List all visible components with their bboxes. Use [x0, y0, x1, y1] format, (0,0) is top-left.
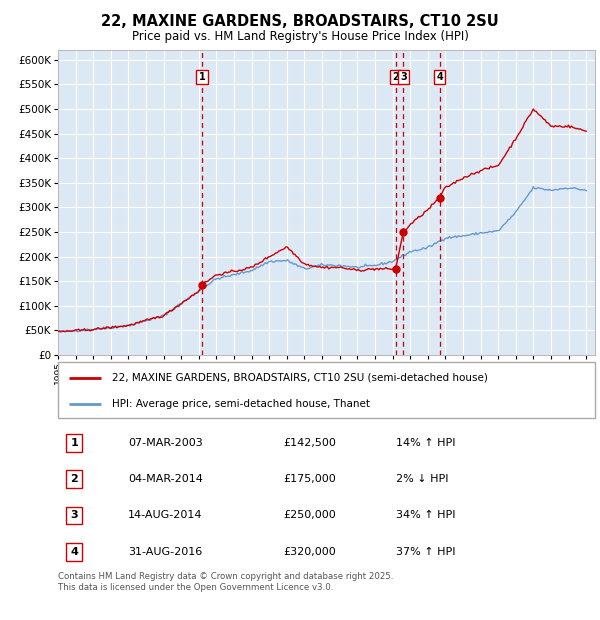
Text: 2% ↓ HPI: 2% ↓ HPI [397, 474, 449, 484]
Text: 22, MAXINE GARDENS, BROADSTAIRS, CT10 2SU (semi-detached house): 22, MAXINE GARDENS, BROADSTAIRS, CT10 2S… [112, 373, 488, 383]
Text: 14% ↑ HPI: 14% ↑ HPI [397, 438, 456, 448]
FancyBboxPatch shape [58, 362, 595, 418]
Text: Contains HM Land Registry data © Crown copyright and database right 2025.
This d: Contains HM Land Registry data © Crown c… [58, 572, 394, 591]
Text: 22, MAXINE GARDENS, BROADSTAIRS, CT10 2SU: 22, MAXINE GARDENS, BROADSTAIRS, CT10 2S… [101, 14, 499, 29]
Text: £142,500: £142,500 [284, 438, 337, 448]
Text: 4: 4 [70, 547, 78, 557]
Text: Price paid vs. HM Land Registry's House Price Index (HPI): Price paid vs. HM Land Registry's House … [131, 30, 469, 43]
Text: 2: 2 [70, 474, 78, 484]
Text: 3: 3 [70, 510, 78, 520]
Text: 3: 3 [400, 72, 407, 82]
Text: 1: 1 [199, 72, 205, 82]
Text: 1: 1 [70, 438, 78, 448]
Text: 04-MAR-2014: 04-MAR-2014 [128, 474, 203, 484]
Text: 07-MAR-2003: 07-MAR-2003 [128, 438, 203, 448]
Text: HPI: Average price, semi-detached house, Thanet: HPI: Average price, semi-detached house,… [112, 399, 370, 409]
Text: £175,000: £175,000 [284, 474, 336, 484]
Text: 34% ↑ HPI: 34% ↑ HPI [397, 510, 456, 520]
Text: £320,000: £320,000 [284, 547, 336, 557]
Text: 4: 4 [436, 72, 443, 82]
Text: 14-AUG-2014: 14-AUG-2014 [128, 510, 202, 520]
Text: £250,000: £250,000 [284, 510, 336, 520]
Text: 31-AUG-2016: 31-AUG-2016 [128, 547, 202, 557]
Text: 2: 2 [392, 72, 399, 82]
Text: 37% ↑ HPI: 37% ↑ HPI [397, 547, 456, 557]
